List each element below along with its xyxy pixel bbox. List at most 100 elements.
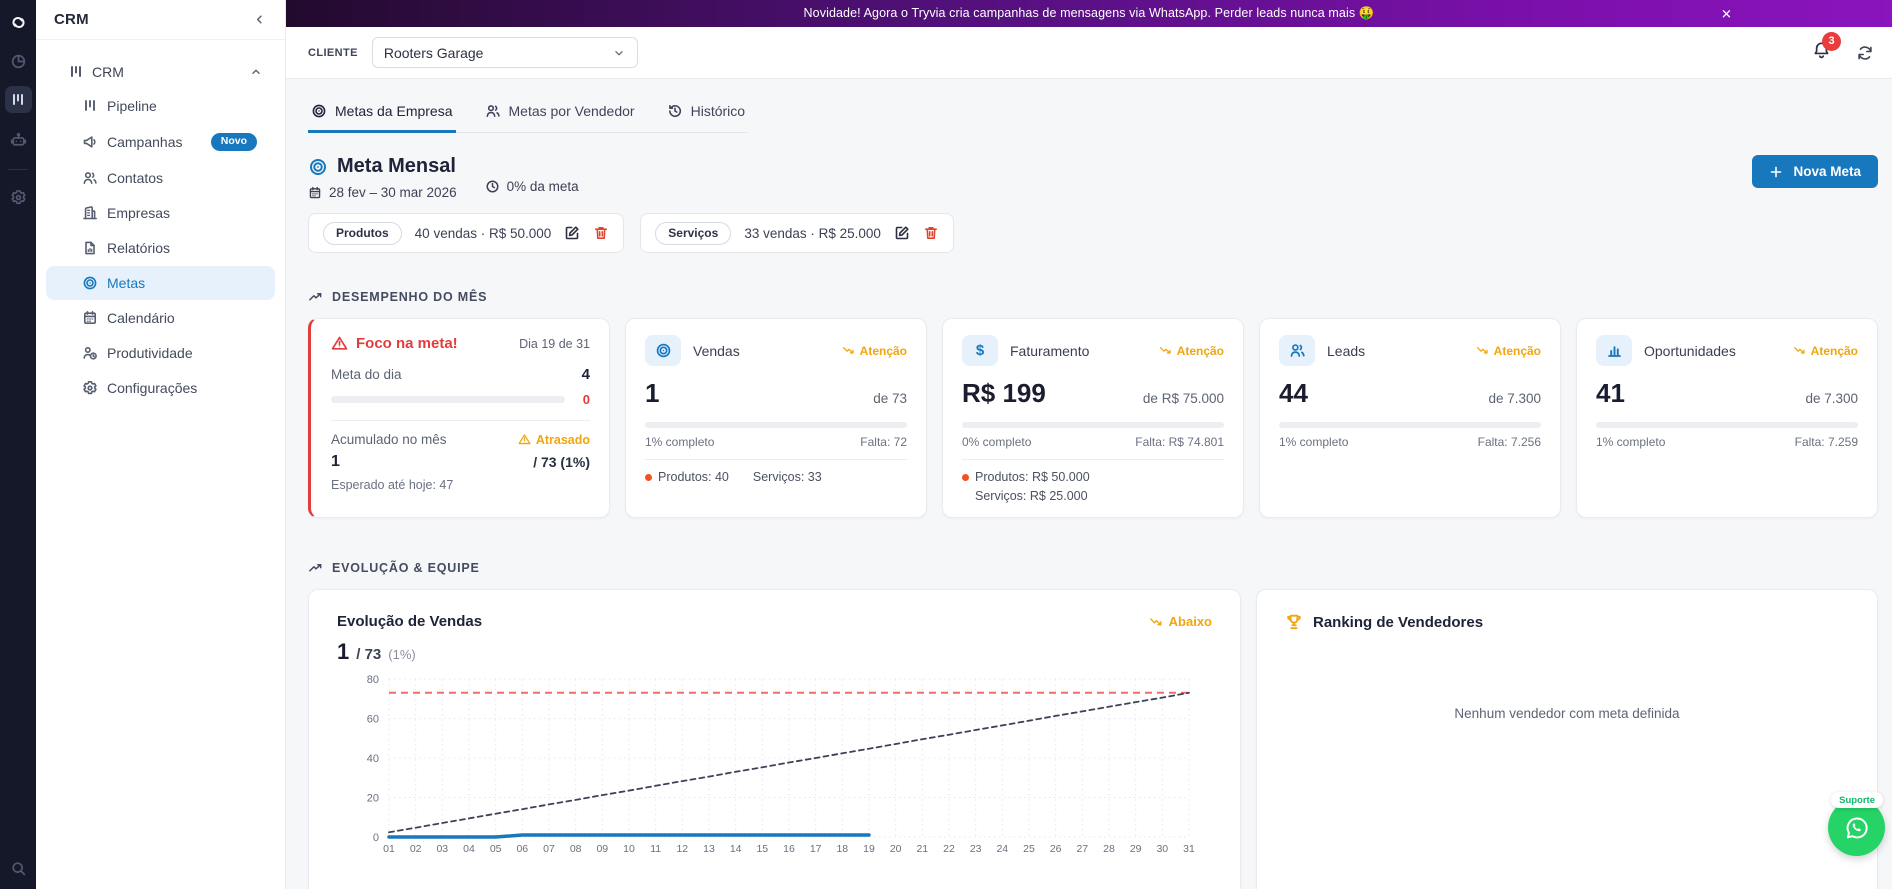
svg-text:22: 22 (943, 843, 955, 855)
pct-label: 1% completo (1279, 435, 1349, 449)
edit-icon[interactable] (894, 225, 910, 241)
client-select[interactable]: Rooters Garage (371, 37, 638, 68)
sidebar-item-configuracoes[interactable]: Configurações (46, 371, 275, 405)
sales-evolution-chart: 0 20 40 60 80 01 02 03 04 05 06 07 08 09 10 11 12 13 14 15 1… (367, 674, 1195, 855)
svg-text:11: 11 (650, 843, 661, 855)
icon-tile (1596, 335, 1632, 366)
chip-tag: Produtos (323, 221, 402, 245)
chevron-down-icon (612, 46, 626, 60)
sidebar-item-contatos[interactable]: Contatos (46, 161, 275, 195)
trash-icon[interactable] (923, 225, 939, 241)
whatsapp-support-button[interactable]: Suporte (1828, 792, 1885, 856)
sidebar-item-label: Configurações (107, 379, 198, 396)
users-icon (1289, 342, 1306, 359)
target-icon (82, 275, 98, 291)
plus-icon (1769, 165, 1783, 179)
chip-value: 33 vendas · R$ 25.000 (744, 225, 881, 241)
notifications-button[interactable]: 3 (1812, 31, 1841, 65)
stat-value: 1 (645, 378, 660, 408)
novo-badge: Novo (210, 133, 257, 151)
status-badge: Atenção (1810, 343, 1858, 358)
stat-value: R$ 199 (962, 378, 1046, 408)
building-icon (82, 205, 98, 221)
notification-count-badge: 3 (1822, 31, 1841, 51)
sidebar-item-produtividade[interactable]: Produtividade (46, 336, 275, 370)
tab-label: Histórico (690, 103, 746, 119)
close-icon[interactable]: ✕ (1721, 6, 1732, 21)
progress-bar (962, 422, 1224, 428)
svg-text:31: 31 (1183, 843, 1195, 855)
tab-metas-da-empresa[interactable]: Metas da Empresa (308, 94, 456, 133)
goal-header: Meta Mensal 28 fev – 30 mar 2026 0% da m… (308, 155, 1878, 200)
collapse-sidebar-icon[interactable] (252, 12, 267, 27)
performance-cards: Foco na meta! Dia 19 de 31 Meta do dia 4… (308, 318, 1878, 518)
rail-crm-active[interactable] (4, 86, 32, 113)
analytics-pie-icon[interactable] (10, 53, 27, 70)
svg-text:30: 30 (1156, 843, 1168, 855)
svg-text:16: 16 (783, 843, 795, 855)
settings-gear-icon[interactable] (10, 189, 27, 206)
target-icon (311, 103, 327, 119)
tab-historico[interactable]: Histórico (664, 94, 748, 133)
refresh-icon[interactable] (1856, 44, 1874, 62)
megaphone-icon (82, 134, 98, 150)
goal-progress-label: 0% da meta (506, 179, 579, 194)
stat-value: 44 (1279, 378, 1308, 408)
section-evolution: EVOLUÇÃO & EQUIPE (308, 560, 1878, 575)
breakdown-servicos: Serviços: 33 (752, 470, 822, 484)
chart-title: Evolução de Vendas (337, 613, 483, 630)
stat-target: de 73 (873, 391, 907, 406)
sidebar-item-relatorios[interactable]: Relatórios (46, 231, 275, 265)
pct-label: 1% completo (1596, 435, 1666, 449)
status-badge: Abaixo (1168, 614, 1212, 629)
bar-chart-icon (1606, 342, 1623, 359)
support-label: Suporte (1831, 792, 1883, 808)
sidebar-item-empresas[interactable]: Empresas (46, 196, 275, 230)
svg-text:25: 25 (1023, 843, 1035, 855)
status-badge: Atrasado (535, 432, 590, 447)
report-icon (82, 240, 98, 256)
users-icon (82, 170, 98, 186)
edit-icon[interactable] (564, 225, 580, 241)
orange-dot (645, 473, 652, 481)
goal-chip-produtos: Produtos 40 vendas · R$ 50.000 (308, 213, 625, 253)
sidebar-item-label: Pipeline (107, 98, 157, 114)
gear-icon (82, 380, 98, 396)
sidebar: CRM CRM Pipeline Campanhas Novo Contatos (36, 0, 286, 889)
sidebar-group-crm[interactable]: CRM (46, 56, 275, 88)
breakdown-produtos: Produtos: R$ 50.000 (975, 470, 1090, 484)
search-icon[interactable] (10, 860, 27, 877)
tab-metas-por-vendedor[interactable]: Metas por Vendedor (482, 94, 638, 133)
sidebar-item-calendario[interactable]: Calendário (46, 301, 275, 335)
svg-text:28: 28 (1103, 843, 1115, 855)
sidebar-title: CRM (54, 11, 89, 28)
status-badge: Atenção (1493, 343, 1541, 358)
chip-tag: Serviços (655, 221, 732, 245)
trend-up-icon (308, 560, 323, 575)
stat-target: de 7.300 (1488, 391, 1541, 406)
productivity-icon (82, 345, 98, 361)
new-goal-button[interactable]: Nova Meta (1752, 155, 1878, 188)
svg-text:04: 04 (463, 843, 475, 855)
chevron-up-icon (249, 65, 263, 79)
sidebar-item-pipeline[interactable]: Pipeline (46, 89, 275, 123)
assistant-robot-icon[interactable] (10, 132, 27, 149)
missing-label: Falta: R$ 74.801 (1135, 435, 1224, 449)
stat-card-faturamento: $ Faturamento Atenção R$ 199 de R$ 75.00… (942, 318, 1244, 518)
svg-text:12: 12 (676, 843, 688, 855)
section-performance: DESEMPENHO DO MÊS (308, 289, 1878, 304)
svg-text:40: 40 (367, 753, 379, 765)
trash-icon[interactable] (593, 225, 609, 241)
sidebar-item-metas[interactable]: Metas (46, 265, 275, 300)
chart-target: / 73 (356, 646, 382, 663)
sidebar-item-label: Metas (107, 274, 146, 291)
ranking-card: Ranking de Vendedores Nenhum vendedor co… (1256, 589, 1878, 889)
trend-down-icon (1476, 344, 1489, 357)
trend-down-icon (1793, 344, 1806, 357)
sidebar-item-campanhas[interactable]: Campanhas Novo (46, 124, 275, 160)
svg-text:29: 29 (1130, 843, 1142, 855)
icon-tile (645, 335, 681, 366)
tab-label: Metas da Empresa (335, 103, 453, 119)
